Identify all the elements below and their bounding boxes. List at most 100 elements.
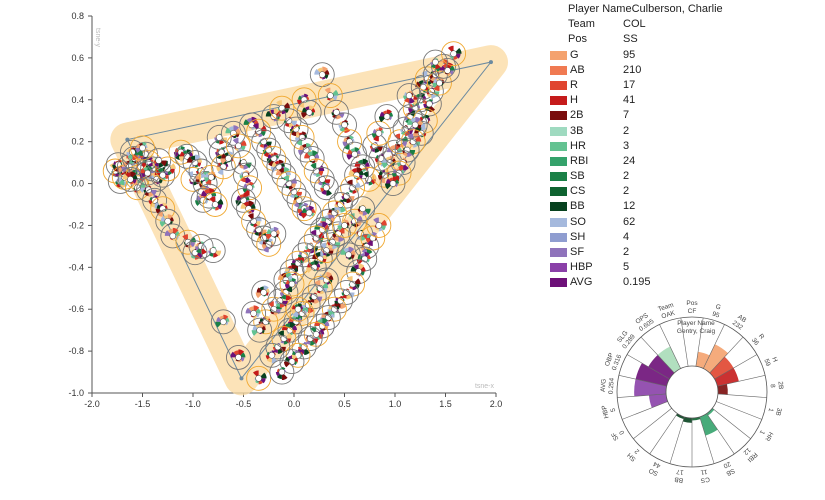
- glyph-wedge: [187, 171, 193, 178]
- glyph-outer-ring: [317, 83, 343, 109]
- glyph-wedge: [326, 271, 332, 278]
- glyph-wedge: [314, 320, 321, 326]
- glyph-wedge: [340, 302, 347, 309]
- glyph-wedge: [268, 351, 272, 354]
- player-glyph[interactable]: [285, 296, 311, 322]
- glyph-outer-ring: [251, 129, 277, 155]
- player-glyph[interactable]: [247, 317, 273, 343]
- glyph-wedge: [346, 276, 353, 282]
- player-glyph[interactable]: [279, 349, 305, 375]
- glyph-wedge: [243, 183, 248, 188]
- glyph-wedge: [396, 143, 401, 147]
- glyph-wedge: [172, 227, 179, 234]
- player-glyph[interactable]: [296, 200, 322, 226]
- glyph-wedge: [215, 321, 222, 328]
- glyph-wedge: [306, 96, 310, 100]
- glyph-wedge: [365, 238, 371, 243]
- player-glyph[interactable]: [402, 112, 428, 138]
- player-glyph[interactable]: [366, 120, 392, 146]
- player-glyph[interactable]: [236, 196, 262, 222]
- player-glyph[interactable]: [276, 108, 302, 134]
- player-glyph[interactable]: [396, 83, 422, 109]
- player-glyph[interactable]: [182, 150, 208, 176]
- player-glyph[interactable]: [332, 212, 357, 238]
- player-glyph[interactable]: [416, 91, 442, 117]
- player-glyph[interactable]: [200, 238, 226, 264]
- player-glyph[interactable]: [261, 221, 287, 247]
- player-glyph[interactable]: [350, 196, 376, 222]
- stat-swatch: [550, 172, 567, 182]
- glyph-wedge: [326, 282, 330, 285]
- glyph-outer-ring: [231, 187, 256, 213]
- glyph-wedge: [413, 143, 418, 148]
- radial-bar-avg: [634, 379, 667, 397]
- player-glyph[interactable]: [296, 99, 322, 125]
- glyph-wedge: [347, 149, 353, 155]
- player-glyph[interactable]: [130, 135, 155, 161]
- player-glyph[interactable]: [225, 133, 251, 159]
- player-glyph[interactable]: [241, 300, 267, 326]
- player-glyph[interactable]: [426, 70, 452, 96]
- glyph-wedge: [278, 330, 284, 337]
- glyph-wedge: [275, 169, 282, 176]
- radial-bar-cs: [692, 416, 701, 421]
- player-glyph[interactable]: [435, 58, 460, 83]
- glyph-outer-ring: [237, 175, 263, 201]
- glyph-wedge: [179, 151, 185, 157]
- glyph-wedge: [143, 167, 148, 171]
- player-glyph[interactable]: [251, 280, 277, 305]
- glyph-wedge: [261, 330, 265, 334]
- player-glyph[interactable]: [366, 212, 392, 238]
- glyph-wedge: [283, 120, 287, 125]
- glyph-wedge: [362, 168, 367, 172]
- player-glyph[interactable]: [225, 344, 251, 370]
- player-glyph[interactable]: [210, 309, 236, 335]
- player-glyph[interactable]: [246, 365, 272, 391]
- player-glyph[interactable]: [374, 104, 400, 129]
- player-glyph[interactable]: [394, 137, 420, 163]
- glyph-wedge: [266, 228, 272, 234]
- glyph-wedge: [455, 48, 462, 54]
- glyph-wedge: [381, 162, 388, 169]
- glyph-wedge: [243, 119, 250, 125]
- glyph-wedge: [132, 179, 137, 184]
- stat-label: R: [570, 78, 578, 91]
- player-glyph[interactable]: [231, 150, 256, 176]
- stat-row-sb: SB 2: [550, 169, 810, 184]
- glyph-wedge: [309, 205, 315, 211]
- glyph-wedge: [324, 215, 329, 220]
- glyph-wedge: [294, 357, 298, 362]
- player-glyph[interactable]: [332, 112, 357, 138]
- player-glyph[interactable]: [350, 154, 376, 180]
- player-glyph[interactable]: [336, 242, 361, 268]
- player-glyph[interactable]: [279, 271, 305, 297]
- glyph-wedge: [252, 123, 259, 130]
- glyph-center: [426, 100, 433, 108]
- glyph-wedge: [374, 158, 379, 163]
- player-glyph[interactable]: [146, 148, 172, 173]
- player-glyph[interactable]: [202, 192, 228, 217]
- player-glyph[interactable]: [269, 359, 295, 385]
- player-glyph[interactable]: [422, 49, 448, 75]
- player-glyph[interactable]: [220, 120, 246, 146]
- glyph-wedge: [421, 126, 427, 132]
- player-glyph[interactable]: [215, 145, 241, 171]
- player-glyph[interactable]: [239, 112, 265, 138]
- player-glyph[interactable]: [317, 83, 343, 109]
- player-glyph[interactable]: [259, 342, 285, 368]
- glyph-wedge: [387, 146, 393, 153]
- player-glyph[interactable]: [276, 171, 302, 197]
- player-glyph[interactable]: [352, 246, 378, 272]
- player-glyph[interactable]: [233, 162, 258, 188]
- player-glyph[interactable]: [271, 162, 297, 188]
- glyph-wedge: [314, 280, 321, 287]
- player-glyph[interactable]: [267, 288, 293, 314]
- player-glyph[interactable]: [380, 171, 406, 197]
- glyph-wedge: [240, 203, 247, 209]
- glyph-wedge: [343, 143, 350, 150]
- player-glyph[interactable]: [117, 166, 143, 192]
- player-glyph[interactable]: [441, 41, 467, 67]
- glyph-wedge: [358, 210, 363, 215]
- glyph-wedge: [328, 184, 331, 188]
- glyph-wedge: [275, 158, 278, 162]
